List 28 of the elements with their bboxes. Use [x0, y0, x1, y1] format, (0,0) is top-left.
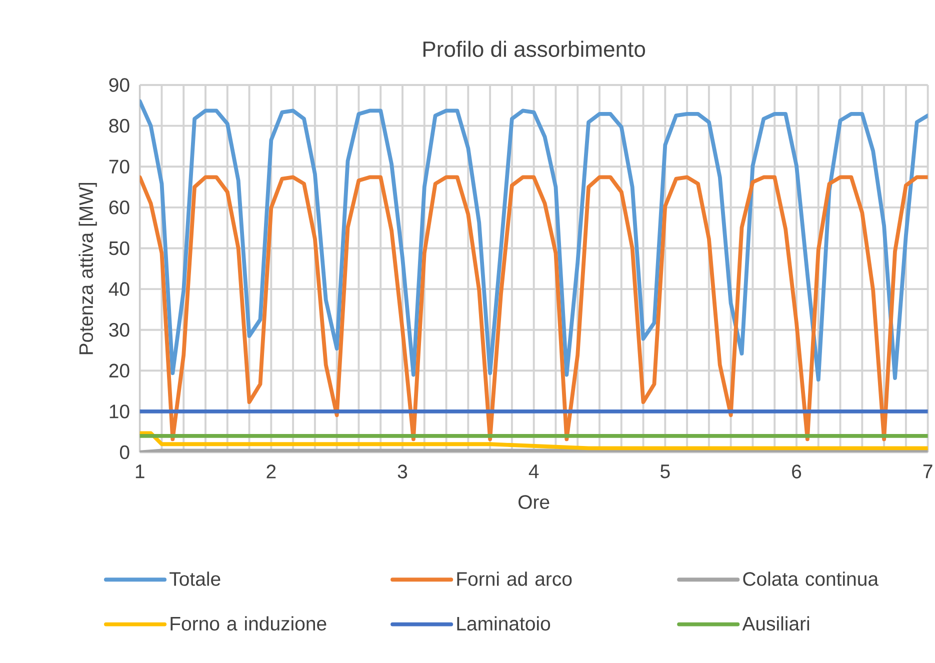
x-tick-label: 2 [266, 464, 276, 478]
y-tick-label: 20 [109, 364, 130, 378]
x-tick-label: 3 [398, 464, 408, 478]
chart-title: Profilo di assorbimento [423, 40, 646, 57]
legend-label: Forno a induzione [170, 616, 326, 630]
y-tick-label: 70 [109, 160, 130, 174]
x-tick-label: 7 [923, 464, 932, 478]
legend-label: Laminatoio [457, 616, 550, 630]
legend-label: Ausiliari [742, 616, 810, 630]
y-tick-label: 50 [109, 241, 130, 255]
y-tick-label: 60 [109, 200, 130, 214]
y-tick-label: 30 [109, 322, 130, 337]
x-tick-label: 4 [528, 464, 539, 478]
x-tick-label: 1 [136, 464, 144, 478]
y-tick-label: 80 [109, 118, 130, 133]
y-axis-title: Potenza attiva [MW] [78, 182, 97, 354]
y-tick-label: 10 [110, 404, 130, 418]
line-series [140, 99, 928, 382]
x-tick-label: 6 [792, 464, 802, 478]
y-tick-label: 0 [120, 445, 130, 460]
x-tick-label: 5 [660, 464, 670, 478]
x-axis-title: Ore [518, 495, 550, 509]
legend-label: Forni ad arco [457, 571, 572, 586]
line-series [140, 175, 928, 442]
y-tick-label: 90 [109, 78, 130, 92]
legend-label: Totale [170, 571, 220, 586]
legend-label: Colata continua [743, 571, 879, 586]
y-tick-label: 40 [108, 282, 130, 296]
